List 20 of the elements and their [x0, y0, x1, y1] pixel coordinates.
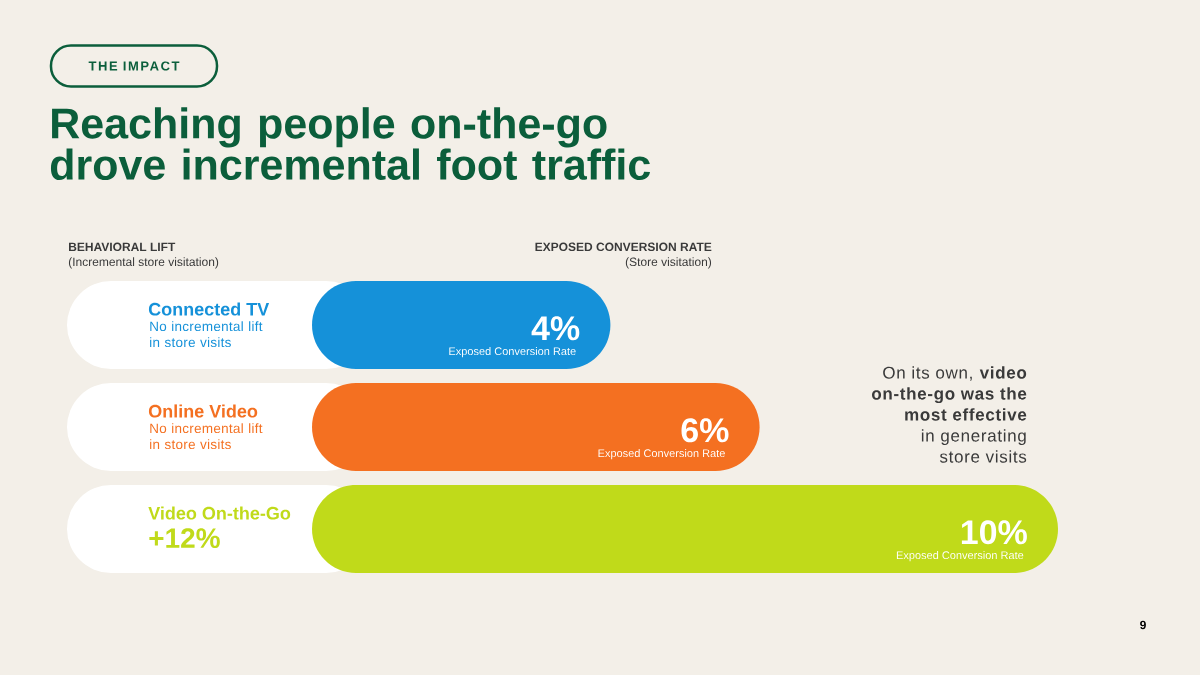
- annotation: Exposed Conversion Rate: [896, 551, 1024, 562]
- x-axis-title: EXPOSED CONVERSION RATE: [535, 242, 712, 252]
- annotation: On its own, video on-the-go was the most effective in generating store visits: [871, 366, 1027, 463]
- text: THE IMPACT: [88, 61, 180, 71]
- text: 9: [1140, 620, 1146, 630]
- annotation: Exposed Conversion Rate: [449, 347, 576, 358]
- y-tick-label: Online Video: [148, 404, 258, 418]
- data-label: 4%: [531, 316, 580, 341]
- chart-title: Reaching people on-the-go drove incremental foot traffic: [50, 107, 650, 181]
- text: (Incremental store visitation): [68, 257, 219, 269]
- text: (Store visitation): [625, 257, 712, 269]
- text: +12%: [149, 528, 220, 548]
- y-tick-label: Video On-the-Go: [148, 506, 291, 520]
- y-axis-title: BEHAVIORAL LIFT: [69, 242, 176, 252]
- annotation: Exposed Conversion Rate: [598, 449, 725, 460]
- data-label: 6%: [681, 418, 729, 443]
- text: No incremental lift in store visits: [150, 321, 263, 348]
- y-tick-label: Connected TV: [148, 302, 270, 316]
- data-label: 10%: [961, 520, 1027, 545]
- text: No incremental lift in store visits: [150, 423, 263, 450]
